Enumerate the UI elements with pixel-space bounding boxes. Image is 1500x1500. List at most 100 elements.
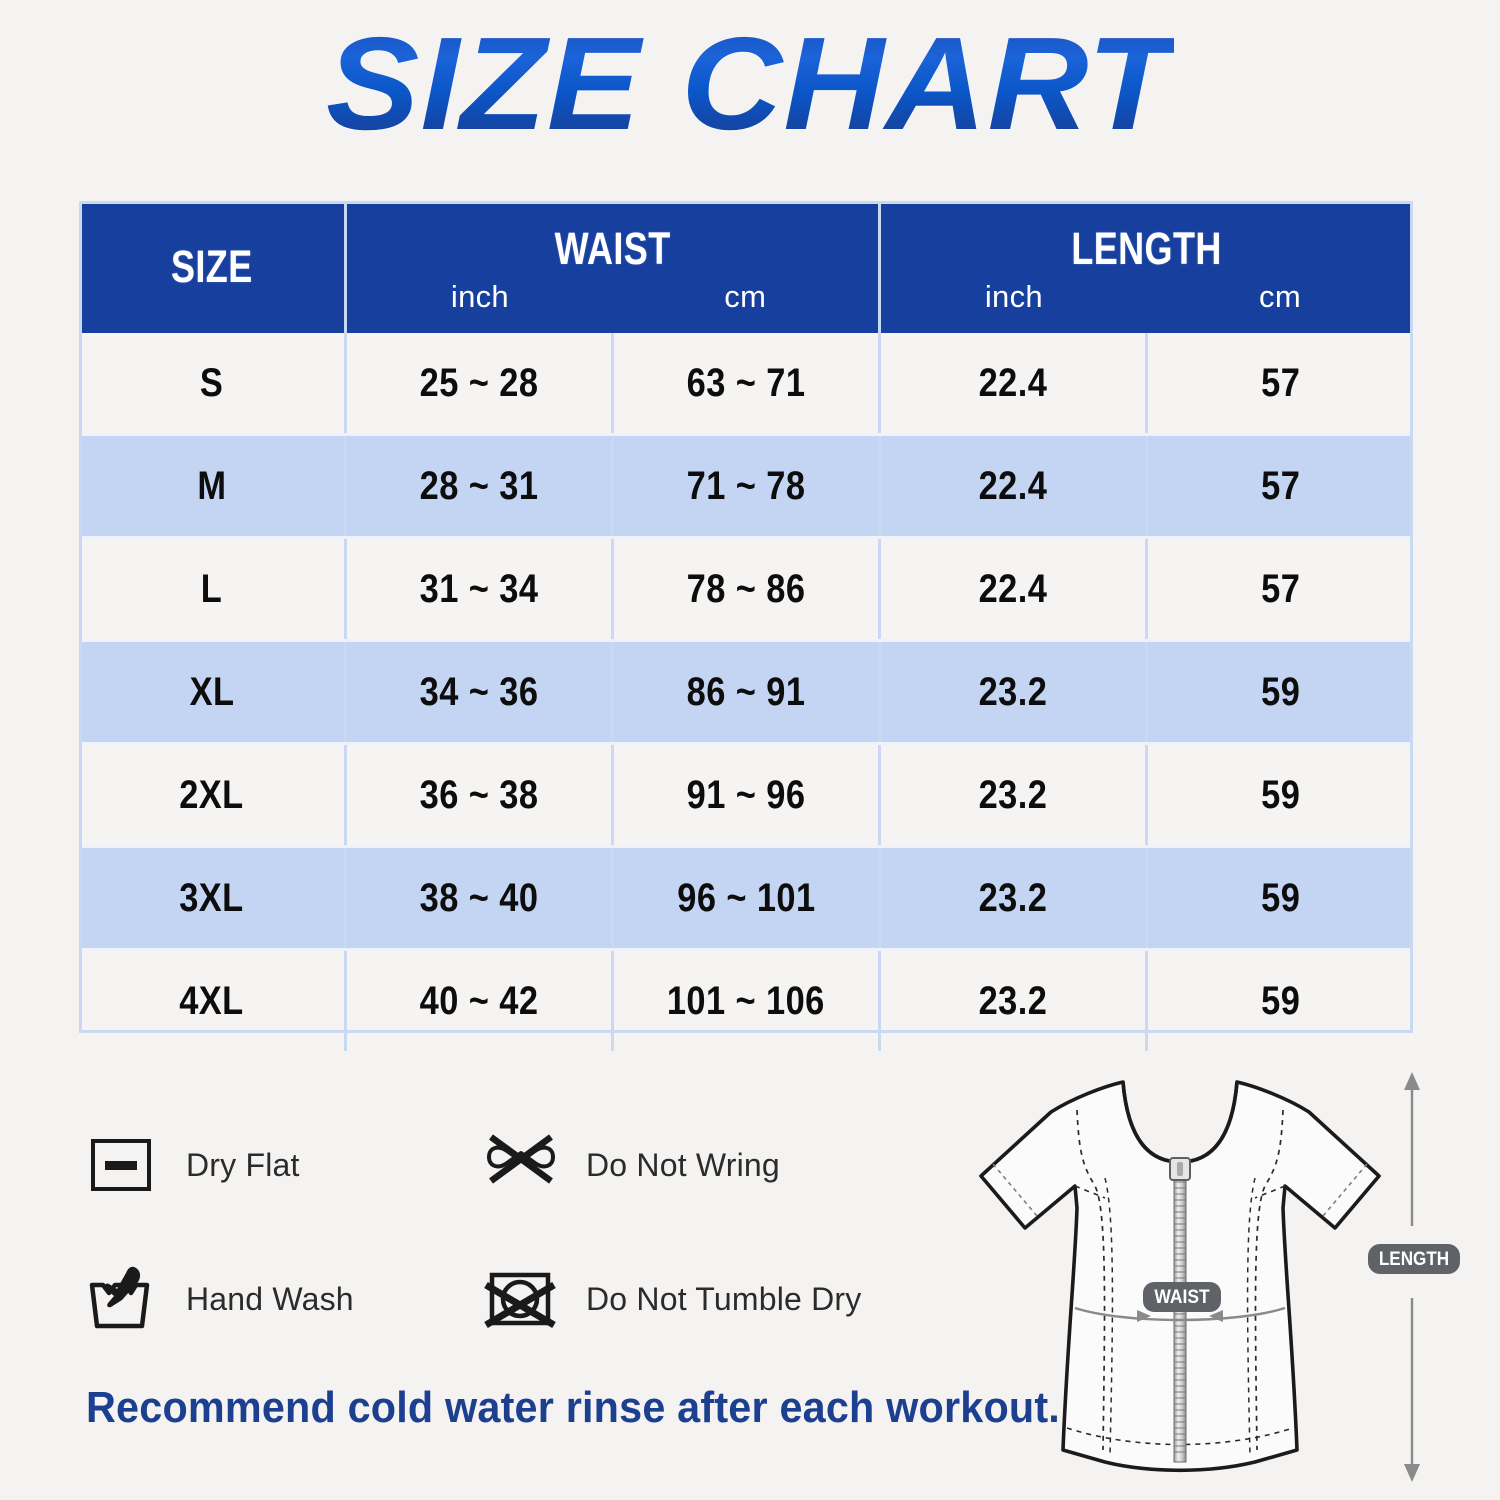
cell-waist-cm: 63 ~ 71: [612, 333, 881, 436]
cell-length-cm: 57: [1146, 434, 1413, 539]
cell-length-inch-text: 23.2: [978, 669, 1048, 714]
cell-length-cm: 59: [1146, 846, 1413, 951]
zipper-icon: [1169, 1157, 1191, 1463]
cell-waist-cm-text: 96 ~ 101: [676, 875, 816, 920]
length-measure: LENGTH: [1368, 1072, 1460, 1482]
table-body: S 25 ~ 28 63 ~ 71 22.4 57 M 28 ~ 31 71 ~ 78 22.4…: [79, 333, 1413, 1051]
cell-length-cm-text: 59: [1260, 978, 1300, 1023]
cell-size: 4XL: [79, 949, 348, 1051]
cell-waist-inch: 34 ~ 36: [345, 640, 615, 745]
cell-waist-inch-text: 25 ~ 28: [419, 360, 539, 405]
do-not-wring-icon: [482, 1126, 560, 1204]
length-badge-label: LENGTH: [1379, 1248, 1449, 1269]
care-item-do-not-wring: Do Not Wring: [482, 1098, 912, 1232]
cell-waist-inch-text: 34 ~ 36: [419, 669, 539, 714]
column-header-length-inch: inch: [984, 279, 1043, 314]
care-label-hand-wash: Hand Wash: [186, 1280, 354, 1317]
cell-size-text: L: [200, 566, 223, 611]
table-row: 2XL 36 ~ 38 91 ~ 96 23.2 59: [79, 743, 1413, 848]
care-item-dry-flat: Dry Flat: [82, 1098, 482, 1232]
garment-illustration: WAIST LENGTH: [955, 1058, 1465, 1500]
cell-waist-inch-text: 36 ~ 38: [419, 772, 539, 817]
table-row: 3XL 38 ~ 40 96 ~ 101 23.2 59: [79, 846, 1413, 951]
cell-length-cm: 59: [1146, 743, 1413, 848]
hand-wash-icon: [82, 1260, 160, 1338]
column-header-waist-inch: inch: [450, 279, 509, 314]
column-header-size: SIZE: [79, 201, 348, 333]
column-header-waist-units: inch cm: [347, 279, 878, 315]
page-title-container: SIZE CHART: [0, 18, 1500, 150]
cell-waist-cm: 78 ~ 86: [612, 537, 881, 642]
cell-waist-cm: 101 ~ 106: [612, 949, 881, 1051]
waist-badge: [1143, 1282, 1221, 1312]
cell-length-cm: 57: [1146, 333, 1413, 436]
cell-waist-inch-text: 40 ~ 42: [419, 978, 539, 1023]
column-header-waist: WAIST inch cm: [345, 201, 881, 333]
column-header-length-units: inch cm: [881, 279, 1413, 315]
cell-waist-cm-text: 71 ~ 78: [686, 463, 806, 508]
cell-waist-cm: 86 ~ 91: [612, 640, 881, 745]
table-row: S 25 ~ 28 63 ~ 71 22.4 57: [79, 333, 1413, 436]
cell-length-inch: 22.4: [879, 434, 1148, 539]
care-label-do-not-tumble-dry: Do Not Tumble Dry: [586, 1280, 862, 1317]
cell-length-cm-text: 57: [1260, 463, 1300, 508]
cell-length-inch-text: 22.4: [978, 360, 1048, 405]
table-header: SIZE WAIST inch cm LENGTH inch cm: [79, 201, 1413, 333]
cell-waist-cm-text: 91 ~ 96: [686, 772, 806, 817]
length-badge: [1368, 1244, 1460, 1274]
cell-waist-cm: 71 ~ 78: [612, 434, 881, 539]
care-label-do-not-wring: Do Not Wring: [586, 1146, 780, 1183]
waist-measure: WAIST: [1074, 1282, 1286, 1322]
cell-size: S: [79, 333, 348, 436]
cell-waist-cm-text: 101 ~ 106: [667, 978, 825, 1023]
cell-length-cm-text: 59: [1260, 875, 1300, 920]
table-row: 4XL 40 ~ 42 101 ~ 106 23.2 59: [79, 949, 1413, 1051]
table-row: L 31 ~ 34 78 ~ 86 22.4 57: [79, 537, 1413, 642]
cell-waist-cm-text: 63 ~ 71: [686, 360, 806, 405]
column-header-length-label: LENGTH: [1071, 223, 1223, 274]
size-chart-table: SIZE WAIST inch cm LENGTH inch cm S 25 ~ …: [79, 201, 1413, 1051]
cell-length-inch: 23.2: [879, 949, 1148, 1051]
column-header-size-label: SIZE: [170, 241, 253, 292]
table-row: M 28 ~ 31 71 ~ 78 22.4 57: [79, 434, 1413, 539]
cell-waist-inch-text: 31 ~ 34: [419, 566, 539, 611]
cell-size-text: XL: [189, 669, 235, 714]
cell-waist-inch: 38 ~ 40: [345, 846, 615, 951]
cell-length-cm: 57: [1146, 537, 1413, 642]
cell-size: XL: [79, 640, 348, 745]
cell-waist-inch-text: 28 ~ 31: [419, 463, 539, 508]
cell-waist-inch-text: 38 ~ 40: [419, 875, 539, 920]
cell-waist-inch: 28 ~ 31: [345, 434, 615, 539]
cell-size: 3XL: [79, 846, 348, 951]
cell-length-cm-text: 59: [1260, 669, 1300, 714]
care-item-do-not-tumble-dry: Do Not Tumble Dry: [482, 1232, 912, 1366]
cell-size-text: S: [199, 360, 224, 405]
cell-length-cm-text: 57: [1260, 360, 1300, 405]
cell-length-inch: 23.2: [879, 846, 1148, 951]
do-not-tumble-dry-icon: [482, 1260, 560, 1338]
cell-waist-cm: 96 ~ 101: [612, 846, 881, 951]
cell-length-inch: 22.4: [879, 537, 1148, 642]
cell-length-inch: 23.2: [879, 743, 1148, 848]
cell-size: M: [79, 434, 348, 539]
cell-length-inch-text: 22.4: [978, 463, 1048, 508]
column-header-waist-cm: cm: [724, 279, 767, 314]
column-header-length: LENGTH inch cm: [879, 201, 1413, 333]
cell-length-inch-text: 23.2: [978, 772, 1048, 817]
cell-length-cm: 59: [1146, 640, 1413, 745]
cell-size-text: M: [197, 463, 227, 508]
cell-length-inch: 22.4: [879, 333, 1148, 436]
cell-waist-inch: 40 ~ 42: [345, 949, 615, 1051]
cell-length-cm-text: 59: [1260, 772, 1300, 817]
cell-length-cm: 59: [1146, 949, 1413, 1051]
cell-size: L: [79, 537, 348, 642]
cell-size-text: 4XL: [179, 978, 244, 1023]
cell-length-inch-text: 23.2: [978, 978, 1048, 1023]
table-row: XL 34 ~ 36 86 ~ 91 23.2 59: [79, 640, 1413, 745]
page-title: SIZE CHART: [326, 10, 1174, 157]
cell-waist-cm-text: 78 ~ 86: [686, 566, 806, 611]
cell-waist-inch: 25 ~ 28: [345, 333, 615, 436]
cell-waist-inch: 36 ~ 38: [345, 743, 615, 848]
cell-waist-cm-text: 86 ~ 91: [686, 669, 806, 714]
care-instructions-section: Dry Flat Do Not Wring Hand Wash: [82, 1098, 982, 1366]
